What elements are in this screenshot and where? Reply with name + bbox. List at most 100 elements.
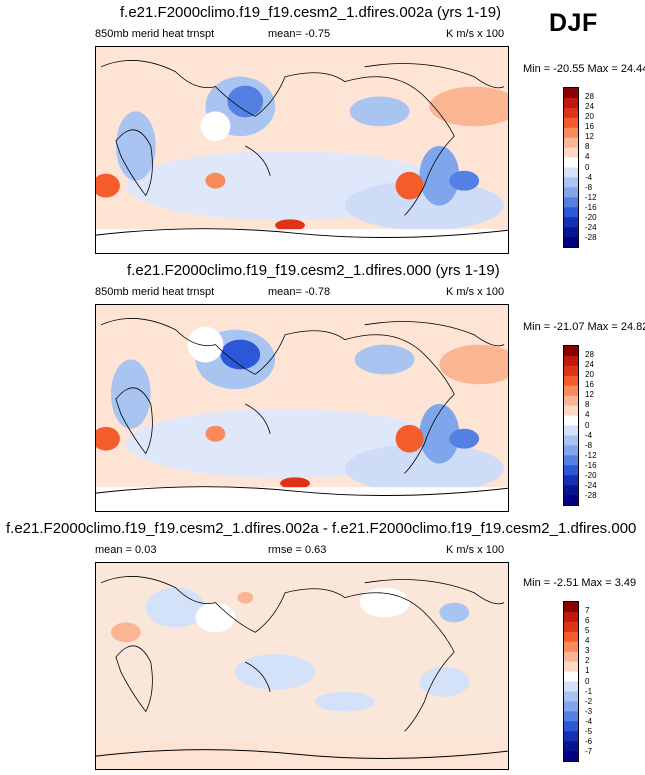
- colorbar-tick-label: -3: [585, 706, 593, 716]
- colorbar-swatch: [564, 385, 578, 396]
- colorbar-icon: [564, 346, 578, 505]
- colorbar-swatch: [564, 365, 578, 377]
- colorbar-tick-label: 16: [585, 380, 594, 390]
- colorbar-swatch: [564, 346, 578, 357]
- colorbar-swatch: [564, 721, 578, 732]
- colorbar-tick-label: -12: [585, 450, 597, 460]
- panel-1-minmax: Min = -20.55 Max = 24.44: [523, 63, 645, 75]
- colorbar-swatch: [564, 137, 578, 148]
- colorbar-swatch: [564, 671, 578, 682]
- colorbar-swatch: [564, 661, 578, 672]
- colorbar-tick-label: -16: [585, 460, 597, 470]
- panel-2-colorbar: [563, 345, 579, 506]
- colorbar-swatch: [564, 187, 578, 198]
- colorbar-tick-label: 0: [585, 162, 590, 172]
- colorbar-swatch: [564, 731, 578, 742]
- colorbar-tick-label: -28: [585, 490, 597, 500]
- colorbar-swatch: [564, 751, 578, 761]
- colorbar-swatch: [564, 395, 578, 406]
- panel-2-units: K m/s x 100: [446, 286, 505, 298]
- colorbar-swatch: [564, 237, 578, 247]
- colorbar-swatch: [564, 88, 578, 99]
- colorbar-tick-label: 12: [585, 132, 594, 142]
- panel-3-colorbar: [563, 601, 579, 762]
- colorbar-tick-label: -5: [585, 726, 593, 736]
- colorbar-tick-label: -24: [585, 222, 597, 232]
- colorbar-swatch: [564, 621, 578, 633]
- colorbar-tick-label: -20: [585, 470, 597, 480]
- colorbar-tick-label: 4: [585, 152, 590, 162]
- panel-2-mean: mean= -0.78: [268, 286, 331, 298]
- panel-2-variable: 850mb merid heat trnspt: [95, 286, 215, 298]
- colorbar-swatch: [564, 405, 578, 416]
- colorbar-icon: [564, 88, 578, 247]
- colorbar-tick-label: -24: [585, 480, 597, 490]
- colorbar-tick-label: 8: [585, 400, 590, 410]
- colorbar-swatch: [564, 177, 578, 188]
- colorbar-swatch: [564, 435, 578, 446]
- colorbar-tick-label: -28: [585, 232, 597, 242]
- panel-3-title: f.e21.F2000climo.f19_f19.cesm2_1.dfires.…: [6, 520, 637, 537]
- colorbar-swatch: [564, 425, 578, 436]
- colorbar-tick-label: 2: [585, 656, 590, 666]
- colorbar-swatch: [564, 455, 578, 466]
- colorbar-tick-label: 4: [585, 410, 590, 420]
- colorbar-swatch: [564, 681, 578, 692]
- colorbar-tick-label: 3: [585, 646, 590, 656]
- panel-1-colorbar: [563, 87, 579, 248]
- colorbar-tick-label: 24: [585, 360, 594, 370]
- colorbar-swatch: [564, 691, 578, 702]
- colorbar-tick-label: -6: [585, 736, 593, 746]
- colorbar-tick-label: -20: [585, 212, 597, 222]
- colorbar-tick-label: 5: [585, 626, 590, 636]
- colorbar-swatch: [564, 611, 578, 623]
- colorbar-swatch: [564, 711, 578, 722]
- colorbar-tick-label: 20: [585, 370, 594, 380]
- panel-3-units: K m/s x 100: [446, 544, 505, 556]
- colorbar-icon: [564, 602, 578, 761]
- colorbar-swatch: [564, 197, 578, 208]
- colorbar-swatch: [564, 227, 578, 238]
- colorbar-tick-label: -4: [585, 716, 593, 726]
- colorbar-tick-label: -4: [585, 172, 593, 182]
- colorbar-swatch: [564, 631, 578, 643]
- colorbar-tick-label: 12: [585, 390, 594, 400]
- colorbar-swatch: [564, 375, 578, 387]
- colorbar-tick-label: -1: [585, 686, 593, 696]
- world-map-contour-icon: [96, 563, 508, 769]
- panel-3-mean: mean = 0.03: [95, 544, 157, 556]
- colorbar-swatch: [564, 97, 578, 109]
- panel-3-rmse: rmse = 0.63: [268, 544, 327, 556]
- colorbar-tick-label: -7: [585, 746, 593, 756]
- panel-2-title: f.e21.F2000climo.f19_f19.cesm2_1.dfires.…: [127, 262, 500, 279]
- colorbar-swatch: [564, 651, 578, 662]
- colorbar-tick-label: -2: [585, 696, 593, 706]
- colorbar-tick-label: -12: [585, 192, 597, 202]
- colorbar-tick-label: -8: [585, 440, 593, 450]
- panel-3-minmax: Min = -2.51 Max = 3.49: [523, 577, 637, 589]
- colorbar-swatch: [564, 415, 578, 426]
- panel-1-mean: mean= -0.75: [268, 28, 331, 40]
- colorbar-swatch: [564, 207, 578, 218]
- colorbar-swatch: [564, 147, 578, 158]
- colorbar-tick-label: -4: [585, 430, 593, 440]
- season-label: DJF: [549, 9, 598, 37]
- panel-1-title: f.e21.F2000climo.f19_f19.cesm2_1.dfires.…: [120, 4, 502, 21]
- colorbar-swatch: [564, 485, 578, 496]
- colorbar-swatch: [564, 107, 578, 119]
- colorbar-swatch: [564, 217, 578, 228]
- colorbar-swatch: [564, 355, 578, 367]
- colorbar-tick-label: 28: [585, 350, 594, 360]
- panel-2-map: [95, 304, 509, 512]
- colorbar-swatch: [564, 741, 578, 752]
- colorbar-tick-label: 0: [585, 420, 590, 430]
- colorbar-tick-label: 8: [585, 142, 590, 152]
- colorbar-swatch: [564, 465, 578, 476]
- colorbar-tick-label: 16: [585, 122, 594, 132]
- colorbar-tick-label: 28: [585, 92, 594, 102]
- world-map-contour-icon: [96, 47, 508, 253]
- colorbar-tick-label: 4: [585, 636, 590, 646]
- colorbar-swatch: [564, 167, 578, 178]
- panel-2-minmax: Min = -21.07 Max = 24.82: [523, 321, 645, 333]
- colorbar-tick-label: 7: [585, 606, 590, 616]
